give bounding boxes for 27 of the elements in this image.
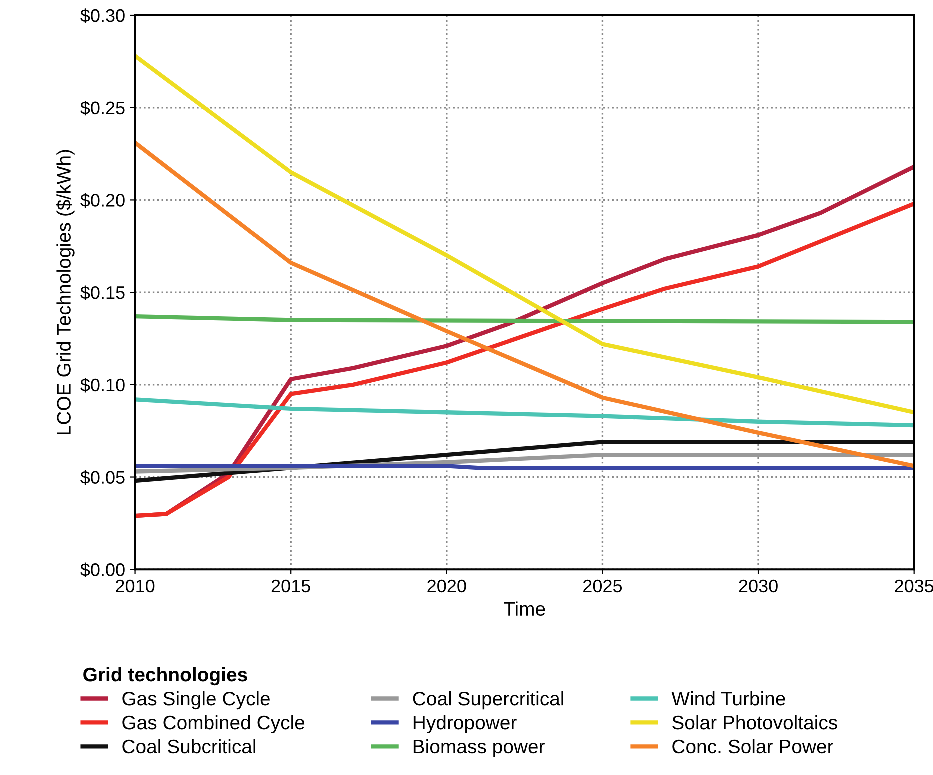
x-axis-title: Time <box>504 602 546 616</box>
x-tick-label: 2025 <box>584 580 622 593</box>
y-tick-label: $0.00 <box>80 562 125 578</box>
line-series <box>135 140 914 468</box>
legend-label: Wind Turbine <box>672 691 786 706</box>
legend-label: Coal Supercritical <box>413 691 564 710</box>
line-series <box>135 398 914 428</box>
legend-label: Hydropower <box>414 715 517 734</box>
y-tick-label: $0.20 <box>80 193 125 208</box>
x-tick-label: 2030 <box>739 580 778 593</box>
legend-title: Grid technologies <box>84 667 248 686</box>
x-tick-label: 2010 <box>116 580 155 593</box>
x-tick-label: 2020 <box>428 580 466 593</box>
y-axis-title: LCOE Grid Technologies ($/kWh) <box>56 150 75 435</box>
legend-label: Conc. Solar Power <box>672 739 834 754</box>
legend-label: Gas Combined Cycle <box>122 715 305 734</box>
y-tick-label: $0.30 <box>80 8 125 24</box>
legend-label: Gas Single Cycle <box>122 691 270 710</box>
legend-label: Coal Subcritical <box>122 739 256 754</box>
legend-label: Biomass power <box>414 739 545 758</box>
y-tick-label: $0.10 <box>80 378 125 393</box>
line-series <box>135 54 914 415</box>
y-tick-label: $0.25 <box>80 101 125 116</box>
y-tick-label: $0.15 <box>80 286 125 300</box>
x-tick-label: 2015 <box>272 580 310 593</box>
legend-label: Solar Photovoltaics <box>672 715 838 730</box>
y-tick-label: $0.05 <box>80 470 125 486</box>
